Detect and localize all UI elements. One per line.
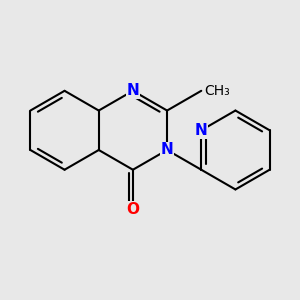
Text: N: N — [161, 142, 173, 158]
Text: N: N — [195, 123, 208, 138]
Text: O: O — [126, 202, 140, 217]
Text: CH₃: CH₃ — [204, 84, 230, 98]
Text: N: N — [127, 83, 139, 98]
